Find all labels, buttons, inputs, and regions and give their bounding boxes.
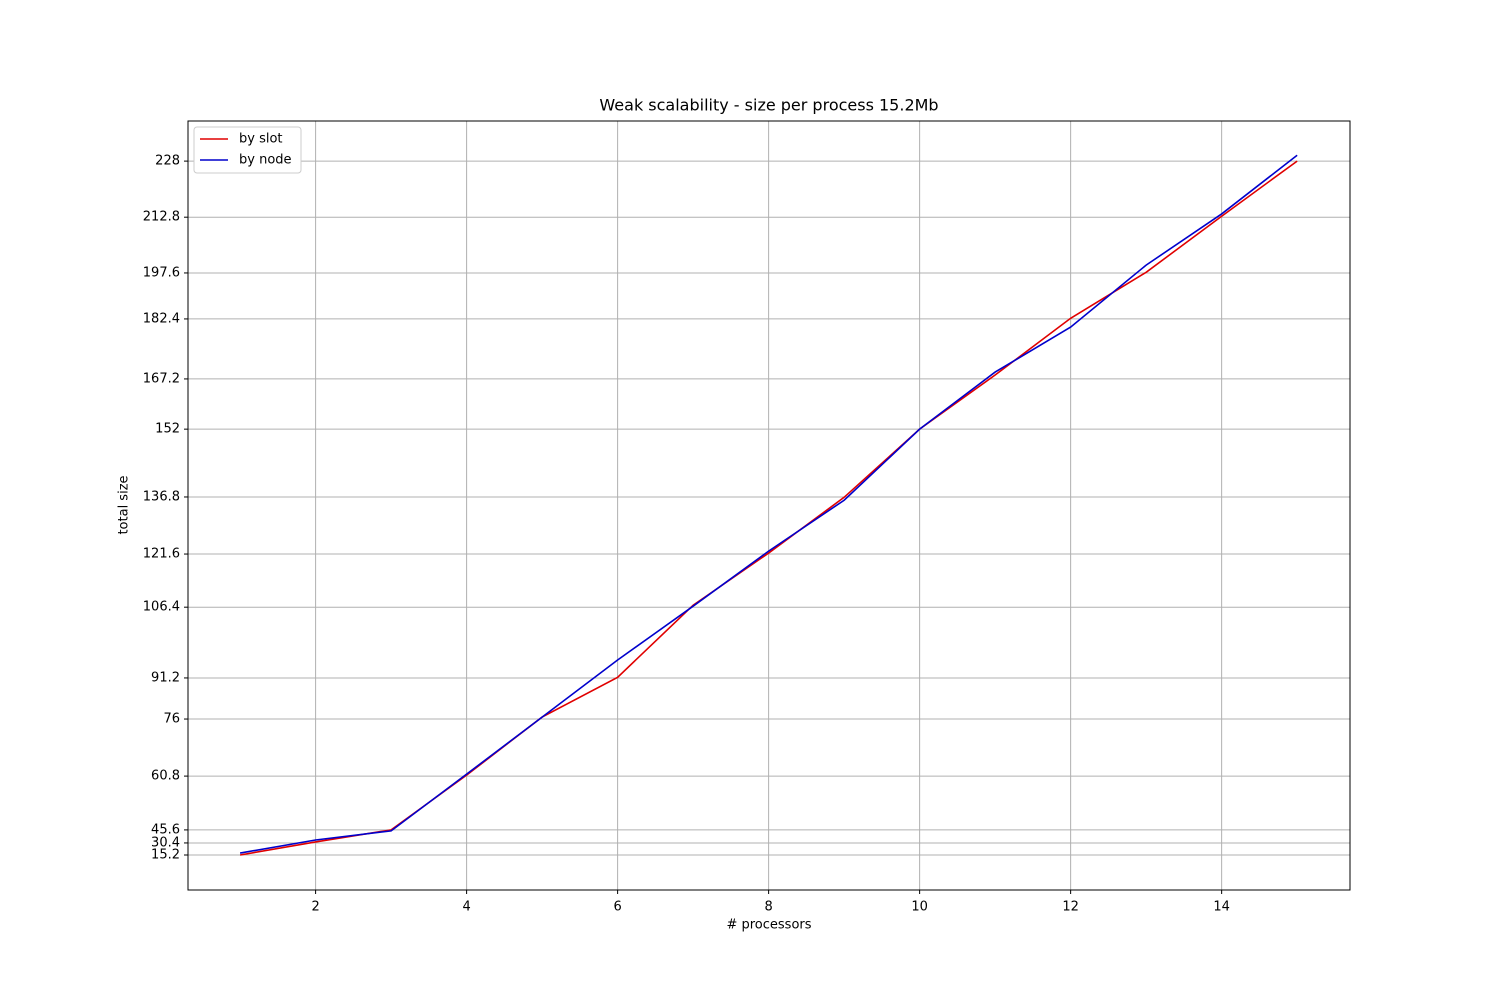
y-tick-label: 60.8 <box>151 769 180 784</box>
x-tick-label: 14 <box>1213 900 1230 915</box>
y-tick-label: 182.4 <box>143 311 180 326</box>
x-tick-label: 4 <box>462 900 470 915</box>
y-tick-label: 45.6 <box>151 822 180 837</box>
y-tick-label: 15.2 <box>151 848 180 863</box>
y-tick-label: 136.8 <box>143 489 180 504</box>
plot-frame <box>187 120 1351 891</box>
x-tick-label: 12 <box>1062 900 1079 915</box>
x-tick-label: 8 <box>764 900 772 915</box>
x-tick-label: 6 <box>613 900 621 915</box>
y-tick-label: 106.4 <box>143 600 180 615</box>
x-tick-label: 2 <box>311 900 319 915</box>
chart-title: Weak scalability - size per process 15.2… <box>599 96 938 115</box>
y-tick-label: 197.6 <box>143 265 180 280</box>
x-axis-label: # processors <box>726 918 811 933</box>
y-tick-label: 76 <box>163 712 180 727</box>
y-tick-label: 228 <box>155 154 180 169</box>
x-tick-label: 10 <box>911 900 928 915</box>
y-tick-label: 212.8 <box>143 210 180 225</box>
data-line <box>239 154 1298 854</box>
y-tick-label: 30.4 <box>151 835 180 850</box>
legend-label: by slot <box>239 132 283 147</box>
legend: by slot by node <box>193 126 302 174</box>
legend-label: by node <box>239 153 292 168</box>
y-tick-label: 152 <box>155 422 180 437</box>
y-tick-label: 91.2 <box>151 670 180 685</box>
y-tick-label: 121.6 <box>143 547 180 562</box>
y-tick-label: 167.2 <box>143 371 180 386</box>
y-axis-label: total size <box>117 475 132 534</box>
